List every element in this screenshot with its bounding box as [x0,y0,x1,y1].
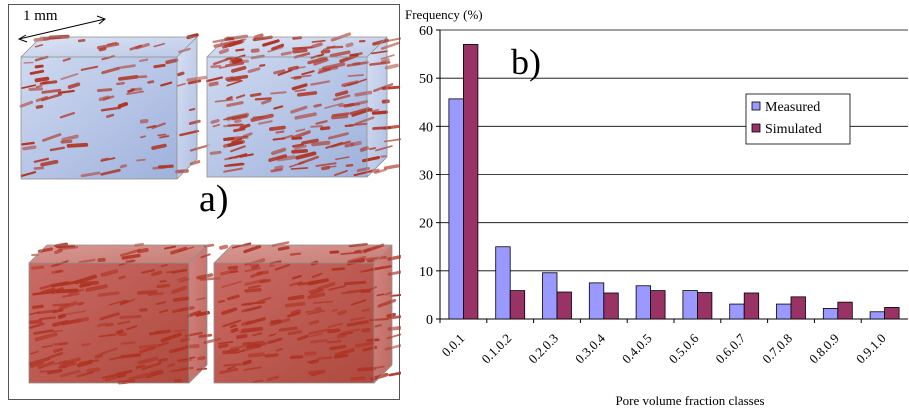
bar-simulated-2 [510,291,525,319]
x-tick-label: 0.7.0.8 [759,331,795,367]
y-tick-label: 0 [426,313,433,328]
cube-simulated-high-density [214,242,401,383]
bar-measured-8 [777,304,792,319]
bar-measured-2 [496,247,511,319]
x-tick-label: 0.9.1.0 [853,331,889,367]
legend: Measured Simulated [746,94,850,144]
bar-simulated-6 [697,293,712,319]
panel-a-renderings: 1 mm a) [8,4,400,400]
y-axis-label: Frequency (%) [405,7,483,22]
x-tick-label: 0.0.1 [439,331,468,360]
x-tick-label: 0.5.0.6 [666,330,702,366]
y-tick-label: 10 [419,265,433,280]
legend-swatch-measured [752,102,760,110]
cube-simulated-low-density [207,34,401,177]
pore-frequency-chart: Frequency (%) 0 10 20 30 40 50 60 0.0.1 0.1.0.2 0.… [400,0,909,410]
bar-measured-3 [543,273,558,319]
x-axis-label: Pore volume fraction classes [615,393,764,408]
bar-simulated-7 [744,293,759,319]
scale-label: 1 mm [23,8,58,25]
legend-swatch-simulated [752,124,760,132]
bar-measured-10 [870,312,885,319]
bar-simulated-5 [651,291,666,319]
x-tick-label: 0.4.0.5 [619,331,655,367]
legend-label-simulated: Simulated [765,122,822,137]
cube-measured-high-density [29,244,220,383]
y-tick-label: 20 [419,217,433,232]
bar-simulated-3 [557,292,572,319]
panel-b-label: b) [511,41,541,83]
bar-simulated-9 [838,302,853,319]
bar-measured-4 [589,283,604,319]
y-tick-label: 60 [419,24,433,39]
x-tick-label: 0.6.0.7 [712,330,748,366]
bar-simulated-4 [604,293,619,319]
bar-simulated-1 [463,44,478,319]
chart-svg: Frequency (%) 0 10 20 30 40 50 60 0.0.1 0.1.0.2 0.… [400,0,909,410]
y-tick-label: 40 [419,120,433,135]
x-tick-label: 0.2.0.3 [525,331,561,367]
bar-simulated-8 [791,297,806,319]
bar-simulated-10 [885,307,900,319]
bar-measured-5 [636,286,651,319]
bar-measured-7 [730,304,745,319]
y-tick-label: 50 [419,72,433,87]
panel-a-label: a) [199,177,229,221]
y-tick-label: 30 [419,169,433,184]
bar-measured-1 [449,99,464,319]
legend-label-measured: Measured [765,100,820,115]
cube-measured-low-density [21,35,209,179]
x-tick-label: 0.1.0.2 [478,331,514,367]
x-tick-label: 0.3.0.4 [572,330,608,366]
bar-measured-9 [823,308,838,319]
bar-measured-6 [683,291,698,319]
x-tick-label: 0.8.0.9 [806,331,842,367]
